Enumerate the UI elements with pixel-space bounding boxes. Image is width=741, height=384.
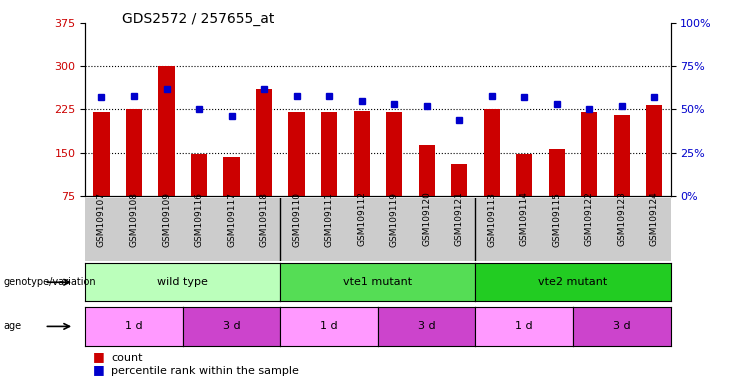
Bar — [419, 145, 435, 196]
Text: 3 d: 3 d — [223, 321, 240, 331]
Text: age: age — [4, 321, 21, 331]
Text: GDS2572 / 257655_at: GDS2572 / 257655_at — [122, 12, 275, 25]
Bar — [451, 164, 468, 196]
Bar — [353, 111, 370, 196]
Bar — [386, 112, 402, 196]
Bar — [93, 112, 110, 196]
Bar — [256, 89, 272, 196]
Text: ■: ■ — [93, 363, 104, 376]
Bar — [288, 112, 305, 196]
Text: wild type: wild type — [157, 277, 208, 287]
Bar — [516, 154, 532, 196]
Text: 3 d: 3 d — [418, 321, 436, 331]
Text: 3 d: 3 d — [613, 321, 631, 331]
Text: 1 d: 1 d — [320, 321, 338, 331]
Text: 1 d: 1 d — [516, 321, 533, 331]
Text: vte1 mutant: vte1 mutant — [343, 277, 413, 287]
Bar — [581, 112, 597, 196]
Bar — [159, 66, 175, 196]
Bar — [614, 115, 630, 196]
Bar — [646, 106, 662, 196]
Text: ■: ■ — [93, 350, 104, 363]
Bar — [484, 109, 500, 196]
Bar — [126, 109, 142, 196]
Bar — [191, 154, 207, 196]
Text: genotype/variation: genotype/variation — [4, 277, 96, 287]
Text: count: count — [111, 353, 143, 363]
Text: percentile rank within the sample: percentile rank within the sample — [111, 366, 299, 376]
Bar — [321, 112, 337, 196]
Bar — [548, 149, 565, 196]
Text: vte2 mutant: vte2 mutant — [539, 277, 608, 287]
Bar — [224, 157, 239, 196]
Text: 1 d: 1 d — [125, 321, 143, 331]
